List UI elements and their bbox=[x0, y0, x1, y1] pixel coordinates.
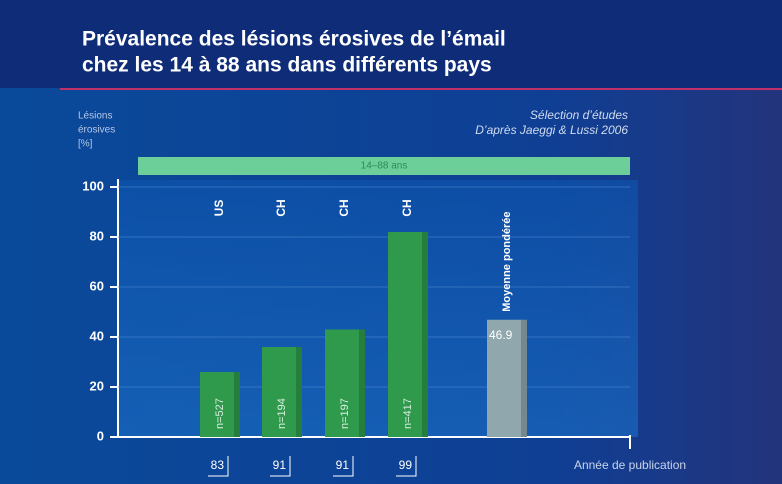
bar bbox=[388, 232, 428, 437]
bar bbox=[262, 347, 302, 437]
y-tick-label: 20 bbox=[90, 378, 104, 393]
sample-size: n=417 bbox=[402, 398, 414, 429]
sample-size: n=194 bbox=[276, 398, 288, 429]
bar-side bbox=[296, 347, 302, 437]
banner-label: 14–88 ans bbox=[361, 161, 408, 172]
year-bracket bbox=[208, 456, 229, 477]
bar bbox=[200, 372, 240, 437]
value-label: 46.9 bbox=[489, 328, 513, 342]
bar-side bbox=[234, 372, 240, 437]
bar bbox=[487, 319, 527, 437]
year-bracket bbox=[333, 456, 354, 477]
category-label: CH bbox=[274, 199, 288, 216]
source: D’après Jaeggi & Lussi 2006 bbox=[475, 123, 628, 137]
y-tick-label: 60 bbox=[90, 278, 104, 293]
year-bracket bbox=[270, 456, 291, 477]
banner bbox=[138, 157, 630, 175]
y-tick-label: 80 bbox=[90, 228, 104, 243]
chart-title: chez les 14 à 88 ans dans différents pay… bbox=[82, 54, 492, 77]
year-label: 99 bbox=[399, 458, 413, 472]
year-label: 83 bbox=[211, 458, 225, 472]
x-axis-label: Année de publication bbox=[574, 458, 686, 472]
category-label: US bbox=[212, 200, 226, 217]
bar-side bbox=[521, 319, 527, 437]
y-axis-label: Lésions bbox=[78, 111, 112, 122]
category-label: CH bbox=[400, 199, 414, 216]
y-tick-label: 40 bbox=[90, 328, 104, 343]
sample-size: n=527 bbox=[214, 398, 226, 429]
bar bbox=[325, 329, 365, 437]
category-label: CH bbox=[337, 199, 351, 216]
y-axis-label: [%] bbox=[78, 139, 93, 150]
year-label: 91 bbox=[273, 458, 287, 472]
plot-area bbox=[118, 180, 638, 437]
sample-size: n=197 bbox=[339, 398, 351, 429]
year-bracket bbox=[396, 456, 417, 477]
chart-title: Prévalence des lésions érosives de l’éma… bbox=[82, 28, 506, 51]
source: Sélection d’études bbox=[530, 108, 628, 122]
title-band bbox=[0, 0, 782, 88]
year-label: 91 bbox=[336, 458, 350, 472]
bar-side bbox=[359, 329, 365, 437]
category-label: Moyenne pondérée bbox=[501, 212, 513, 312]
y-axis-label: érosives bbox=[78, 125, 115, 136]
y-tick-label: 100 bbox=[82, 178, 104, 193]
bar-side bbox=[422, 232, 428, 437]
y-tick-label: 0 bbox=[97, 428, 104, 443]
